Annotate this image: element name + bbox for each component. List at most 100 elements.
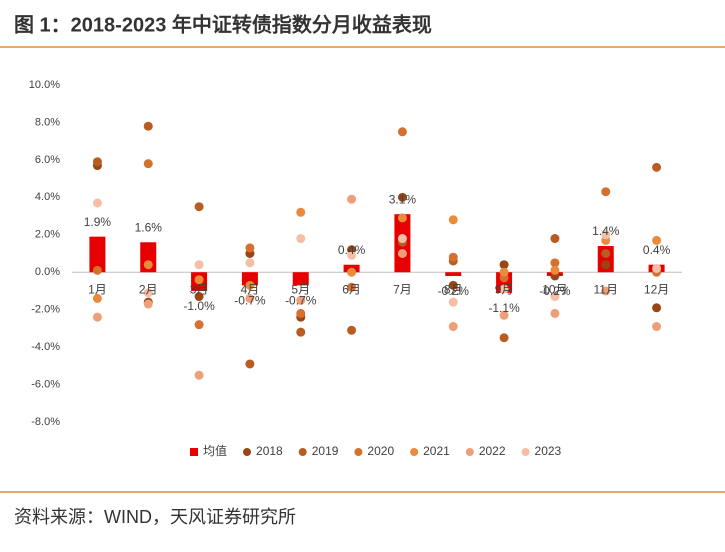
dot: [652, 235, 662, 245]
chart-title: 图 1：2018-2023 年中证转债指数分月收益表现: [14, 12, 432, 36]
dot: [550, 258, 560, 268]
dot: [601, 187, 611, 197]
legend-label: 2018: [256, 444, 283, 458]
x-tick-label: 4月: [241, 282, 260, 296]
legend-label: 2019: [312, 444, 339, 458]
legend-label: 均值: [203, 443, 227, 458]
dot: [296, 308, 306, 318]
dot: [550, 234, 560, 244]
x-tick-label: 11月: [594, 282, 618, 296]
x-tick-label: 2月: [139, 282, 158, 296]
dot: [143, 159, 153, 169]
dot: [92, 312, 102, 322]
dot: [143, 260, 153, 270]
x-tick-label: 5月: [291, 282, 310, 296]
value-label: 1.9%: [84, 215, 112, 229]
y-tick-label: 10.0%: [29, 79, 60, 91]
bar: [445, 272, 462, 276]
x-tick-label: 8月: [444, 282, 463, 296]
dot: [92, 157, 102, 167]
value-label: -0.2%: [539, 284, 571, 298]
dot: [92, 293, 102, 303]
legend-label: 2020: [367, 444, 394, 458]
dot: [652, 263, 662, 273]
value-label: -1.0%: [183, 299, 215, 313]
value-label: 3.1%: [389, 192, 417, 206]
dot: [499, 310, 509, 320]
dot: [347, 282, 357, 292]
legend-swatch: [354, 448, 363, 456]
dot: [296, 295, 306, 305]
dot: [92, 265, 102, 275]
value-label: 1.6%: [135, 220, 163, 234]
value-label: 1.4%: [592, 224, 620, 238]
bar: [241, 272, 258, 286]
dot: [245, 359, 255, 369]
dot: [296, 207, 306, 217]
y-tick-label: 6.0%: [35, 154, 60, 166]
value-label: -0.2%: [438, 284, 470, 298]
dot: [143, 299, 153, 309]
dot: [601, 230, 611, 240]
legend-swatch: [465, 448, 474, 456]
dot: [601, 249, 611, 258]
y-tick-label: -2.0%: [31, 304, 60, 316]
dot: [397, 213, 407, 223]
x-tick-label: 7月: [393, 282, 412, 296]
dot: [347, 250, 357, 260]
dot: [652, 303, 662, 313]
dot: [652, 162, 662, 172]
dot: [499, 284, 509, 294]
legend-swatch: [190, 448, 198, 456]
dot: [499, 260, 509, 270]
legend-swatch: [298, 448, 307, 456]
dot: [448, 280, 458, 290]
dot: [397, 249, 407, 258]
dot: [448, 215, 458, 225]
value-label: 0.4%: [643, 243, 671, 257]
dot: [499, 333, 509, 343]
dot: [448, 252, 458, 262]
y-tick-label: 2.0%: [35, 229, 60, 241]
dot: [143, 288, 153, 298]
source: 资料来源：WIND，天风证券研究所: [14, 507, 296, 527]
dot: [143, 121, 153, 131]
x-tick-label: 1月: [88, 282, 107, 296]
dot: [397, 127, 407, 137]
dot: [550, 292, 560, 302]
dot: [397, 192, 407, 202]
dot: [245, 293, 255, 303]
legend-label: 2021: [423, 444, 450, 458]
y-tick-label: 0.0%: [35, 266, 60, 278]
dot: [194, 292, 204, 302]
dot: [296, 234, 306, 244]
y-tick-label: -4.0%: [31, 341, 60, 353]
x-tick-label: 9月: [495, 282, 514, 296]
x-tick-label: 3月: [190, 282, 209, 296]
dot: [347, 267, 357, 277]
dot: [245, 243, 255, 253]
bar: [292, 272, 309, 286]
x-tick-label: 12月: [644, 282, 669, 296]
x-tick-label: 10月: [542, 282, 567, 296]
dot: [194, 320, 204, 330]
dot: [194, 202, 204, 212]
dot: [448, 322, 458, 332]
value-label: 0.4%: [338, 243, 366, 257]
bar: [89, 236, 106, 273]
y-tick-label: -8.0%: [31, 416, 60, 428]
dot: [245, 258, 255, 268]
x-tick-label: 6月: [342, 282, 361, 296]
dot: [194, 275, 204, 285]
y-tick-label: -6.0%: [31, 378, 60, 390]
dot: [194, 370, 204, 380]
legend-label: 2022: [479, 444, 506, 458]
dot: [550, 265, 560, 275]
value-label: -1.1%: [488, 301, 520, 315]
dot: [550, 308, 560, 318]
dot: [652, 322, 662, 332]
dot: [296, 327, 306, 337]
dot: [347, 194, 357, 204]
dot: [499, 267, 509, 277]
